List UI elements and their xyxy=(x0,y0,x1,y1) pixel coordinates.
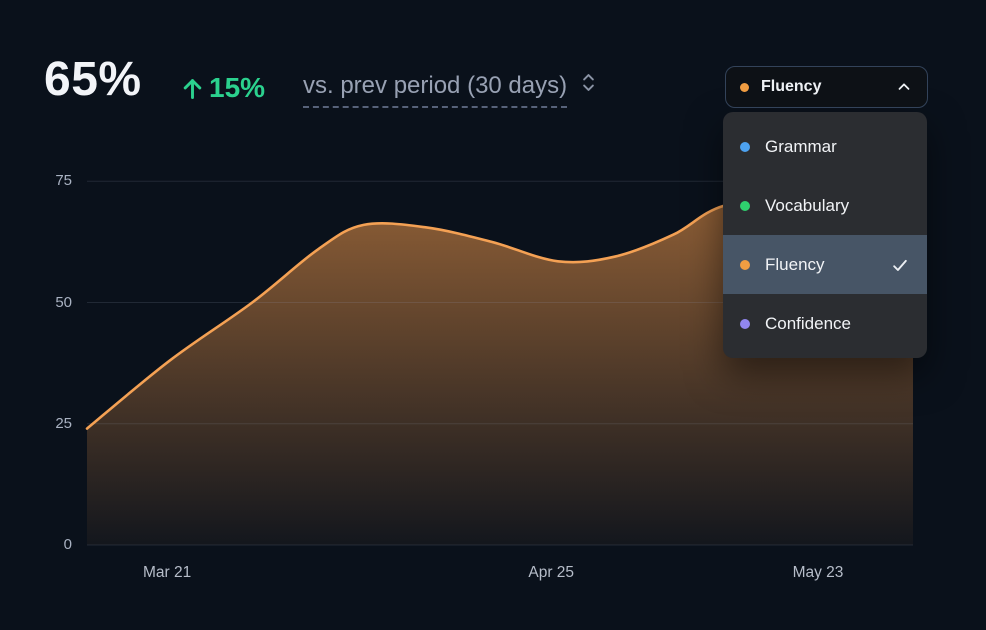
menu-item-label: Confidence xyxy=(765,313,852,333)
x-tick-label: Apr 25 xyxy=(528,564,575,581)
delta-value: 15% xyxy=(209,72,266,103)
y-tick-label: 75 xyxy=(55,172,72,190)
menu-item-vocabulary[interactable]: Vocabulary xyxy=(723,176,927,235)
y-tick-label: 50 xyxy=(55,293,72,311)
check-icon xyxy=(890,255,910,275)
y-tick-label: 25 xyxy=(55,414,72,432)
menu-item-fluency[interactable]: Fluency xyxy=(723,235,927,294)
menu-item-confidence[interactable]: Confidence xyxy=(723,294,927,353)
series-color-dot xyxy=(740,200,750,211)
series-color-dot xyxy=(740,318,750,329)
chevron-up-icon xyxy=(895,78,913,96)
menu-item-label: Vocabulary xyxy=(765,195,850,215)
x-tick-label: May 23 xyxy=(792,564,844,581)
series-color-dot xyxy=(740,259,750,270)
menu-item-label: Grammar xyxy=(765,136,837,156)
chevron-updown-icon xyxy=(578,70,599,104)
series-dropdown-menu: Grammar Vocabulary Fluency Confidence xyxy=(723,112,927,358)
period-selector-label: vs. prev period (30 days) xyxy=(303,70,568,108)
y-tick-label: 0 xyxy=(63,536,72,553)
series-dropdown-button[interactable]: Fluency xyxy=(725,66,928,108)
menu-item-grammar[interactable]: Grammar xyxy=(723,117,927,176)
selected-series-dot xyxy=(740,82,749,92)
period-selector[interactable]: vs. prev period (30 days) xyxy=(303,70,599,108)
arrow-up-icon xyxy=(179,75,206,102)
metric-delta: 15% xyxy=(179,70,265,106)
series-color-dot xyxy=(740,141,750,152)
selected-series-label: Fluency xyxy=(761,78,822,95)
metric-value: 65% xyxy=(44,53,142,106)
x-tick-label: Mar 21 xyxy=(142,564,192,581)
series-area-fill xyxy=(87,190,913,545)
menu-item-label: Fluency xyxy=(765,254,825,274)
